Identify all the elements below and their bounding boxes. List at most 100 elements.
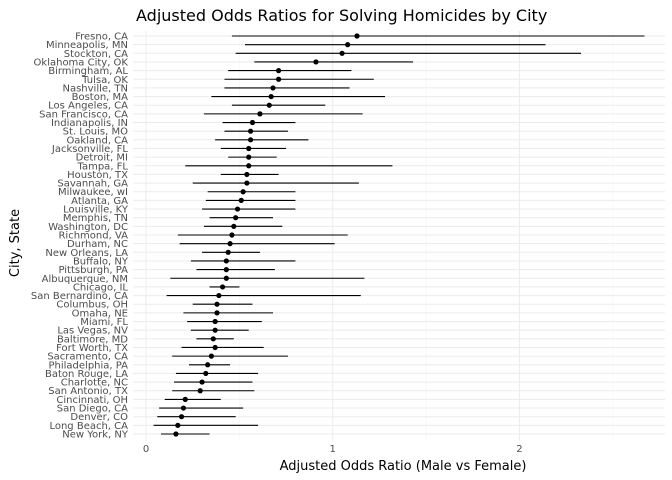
y-tick-label: Durham, NC	[67, 239, 128, 250]
odds-ratio-point	[244, 180, 250, 186]
odds-ratio-point	[339, 50, 345, 56]
y-tick-label: Detroit, MI	[76, 153, 128, 164]
odds-ratio-point	[276, 68, 282, 74]
odds-ratio-point	[203, 370, 209, 377]
odds-ratio-point	[313, 59, 319, 65]
y-tick-label: San Bernardino, CA	[31, 291, 128, 302]
odds-ratio-point	[178, 414, 185, 420]
y-tick-label: Pittsburgh, PA	[58, 265, 128, 276]
odds-ratio-point	[212, 318, 218, 325]
odds-ratio-point	[175, 422, 181, 428]
y-axis-title: City, State	[8, 209, 23, 277]
y-tick-label: Louisville, KY	[63, 205, 129, 216]
y-tick-label: Philadelphia, PA	[48, 360, 128, 371]
y-tick-label: Cincinnati, OH	[56, 395, 128, 406]
odds-ratio-point	[182, 396, 188, 402]
odds-ratio-point	[234, 206, 241, 212]
x-tick-label: 0	[143, 444, 149, 455]
x-tick-label: 2	[516, 444, 522, 455]
odds-ratio-point	[229, 232, 235, 238]
odds-ratio-point	[248, 128, 254, 134]
odds-ratio-point	[208, 353, 214, 359]
y-tick-label: Baltimore, MD	[57, 334, 128, 345]
y-tick-label: Los Angeles, CA	[48, 101, 128, 112]
odds-ratio-point	[244, 171, 250, 178]
y-tick-label: Oakland, CA	[66, 135, 128, 146]
odds-ratio-point	[240, 189, 246, 195]
y-tick-label: Tulsa, OK	[81, 75, 128, 86]
y-tick-label: Columbus, OH	[56, 300, 128, 311]
y-tick-label: Indianapolis, IN	[51, 118, 128, 129]
odds-ratio-point	[214, 301, 220, 307]
y-tick-label: Atlanta, GA	[71, 196, 128, 207]
odds-ratio-point	[246, 163, 252, 169]
y-tick-label: Nashville, TN	[62, 83, 128, 94]
odds-ratio-point	[180, 405, 186, 411]
odds-ratio-point	[345, 42, 351, 48]
y-tick-label: New York, NY	[62, 430, 129, 441]
y-tick-label: Miami, FL	[80, 317, 128, 328]
odds-ratio-point	[227, 241, 233, 247]
chart-title: Adjusted Odds Ratios for Solving Homicid…	[136, 6, 547, 25]
odds-ratio-point	[225, 249, 231, 255]
y-tick-label: Richmond, VA	[58, 231, 128, 242]
odds-ratio-point	[214, 310, 220, 316]
y-tick-label: Minneapolis, MN	[46, 40, 128, 51]
odds-ratio-point	[205, 362, 211, 368]
odds-ratio-point	[223, 258, 229, 264]
odds-ratio-point	[223, 267, 229, 273]
y-tick-label: Milwaukee, wI	[58, 187, 128, 198]
odds-ratio-point	[268, 93, 274, 100]
y-tick-label: Savannah, GA	[57, 179, 128, 190]
odds-ratio-point	[197, 388, 203, 394]
odds-ratio-point	[249, 119, 256, 126]
odds-ratio-point	[233, 215, 239, 221]
ci-marks	[153, 33, 645, 437]
y-tick-label: Long Beach, CA	[49, 421, 128, 432]
odds-ratio-point	[238, 197, 244, 203]
odds-ratio-point	[246, 154, 252, 160]
odds-ratio-point	[248, 137, 254, 143]
y-tick-label: Birmingham, AL	[48, 66, 128, 77]
odds-ratio-point	[266, 102, 272, 108]
y-tick-label: Oklahoma City, OK	[34, 57, 129, 68]
odds-ratio-point	[212, 327, 218, 333]
odds-ratio-point	[246, 145, 252, 152]
odds-ratio-point	[276, 76, 282, 82]
odds-ratio-point	[220, 284, 226, 290]
odds-ratio-point	[257, 111, 263, 117]
y-tick-label: Fresno, CA	[75, 32, 128, 43]
y-tick-label: San Diego, CA	[57, 404, 128, 415]
odds-ratio-point	[210, 336, 216, 342]
y-tick-label: New Orleans, LA	[45, 248, 128, 259]
y-tick-label: Charlotte, NC	[61, 378, 128, 389]
y-tick-label: Houston, TX	[67, 170, 128, 181]
y-tick-label: San Antonio, TX	[48, 386, 128, 397]
y-tick-label: San Francisco, CA	[39, 109, 128, 120]
y-tick-label: Denver, CO	[70, 412, 128, 423]
y-tick-label: Tampa, FL	[77, 161, 129, 172]
odds-ratio-point	[199, 379, 205, 385]
odds-ratio-point	[354, 33, 360, 39]
y-tick-label: Fort Worth, TX	[56, 343, 128, 354]
x-tick-label: 1	[330, 444, 336, 455]
y-tick-label: Jacksonville, FL	[51, 144, 129, 155]
odds-ratio-point	[216, 292, 222, 299]
x-axis-title: Adjusted Odds Ratio (Male vs Female)	[280, 459, 527, 474]
y-tick-label: Albuquerque, NM	[42, 274, 128, 285]
odds-ratio-point	[212, 344, 218, 351]
odds-ratio-point	[173, 431, 179, 437]
odds-ratio-point	[270, 85, 276, 91]
odds-ratio-point	[223, 275, 229, 281]
y-tick-label: Buffalo, NY	[73, 256, 129, 267]
odds-ratio-point	[231, 223, 237, 229]
y-tick-label: Baton Rouge, LA	[45, 369, 128, 380]
y-tick-label: Boston, MA	[72, 92, 129, 103]
y-tick-label: Sacramento, CA	[47, 352, 128, 363]
y-tick-label: Las Vegas, NV	[57, 326, 128, 337]
y-tick-label: Chicago, IL	[73, 282, 128, 293]
y-tick-label: St. Louis, MO	[63, 127, 128, 138]
y-tick-label: Stockton, CA	[64, 49, 128, 60]
